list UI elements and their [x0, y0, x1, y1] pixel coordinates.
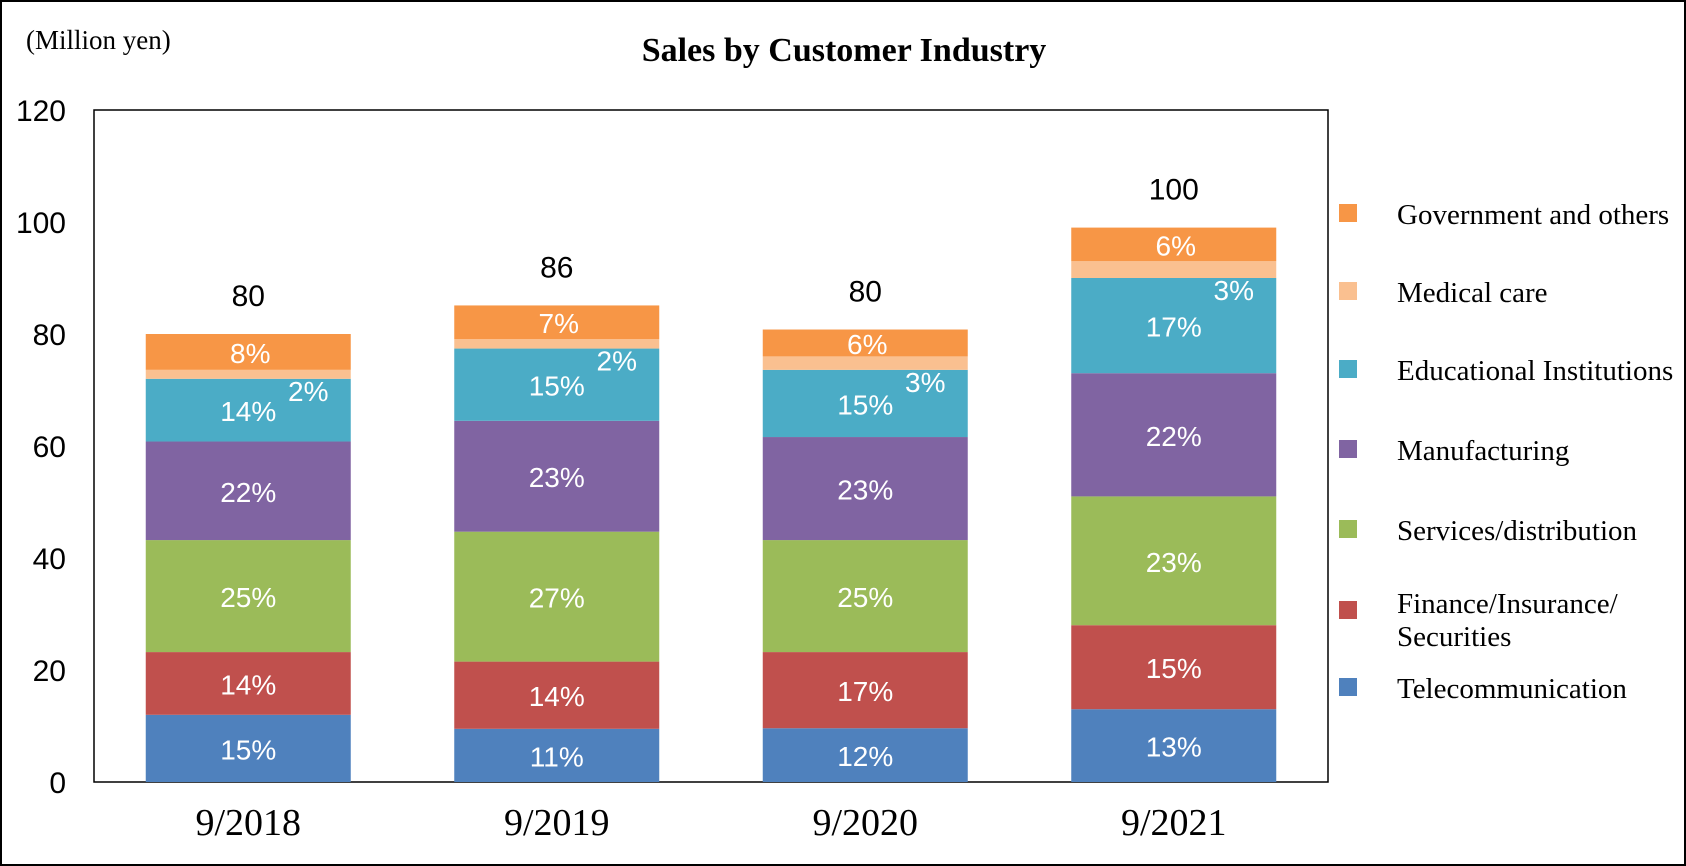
bar-total-label: 80 [849, 276, 882, 309]
segment-label: 23% [529, 462, 585, 493]
segment-label: 8% [230, 338, 270, 369]
x-category-label: 9/2019 [504, 802, 610, 844]
bar-segment [1071, 373, 1277, 497]
bar-segment [454, 339, 660, 349]
segment-label: 7% [539, 308, 579, 339]
legend-label: Manufacturing [1397, 435, 1569, 467]
bar-segment [762, 728, 968, 782]
bar-segment [1071, 278, 1277, 374]
legend-label: Government and others [1397, 199, 1669, 231]
legend-label: Medical care [1397, 277, 1548, 309]
y-tick-label: 0 [49, 767, 66, 800]
bar-segment [454, 348, 660, 421]
bar-segment [1071, 709, 1277, 782]
legend-swatch [1339, 520, 1357, 538]
bar-total-label: 80 [232, 280, 265, 313]
bar-segment [1071, 261, 1277, 278]
y-tick-label: 20 [33, 655, 66, 688]
segment-label: 11% [530, 741, 584, 772]
bar-segment [145, 540, 351, 653]
bar-total-label: 100 [1149, 174, 1199, 207]
segment-label: 14% [529, 681, 585, 712]
segment-label: 15% [529, 371, 585, 402]
bar-segment [454, 728, 660, 782]
y-tick-label: 60 [33, 431, 66, 464]
bar-segment [454, 420, 660, 532]
segment-label: 3% [1214, 275, 1254, 306]
unit-label: (Million yen) [26, 25, 171, 55]
bar-segment [145, 652, 351, 715]
x-category-label: 9/2021 [1121, 802, 1227, 844]
bar-segment [762, 329, 968, 357]
bar-segment [145, 441, 351, 541]
segment-label: 17% [1146, 312, 1202, 343]
bar-segment [1071, 227, 1277, 262]
bar-segment [454, 661, 660, 729]
legend-swatch [1339, 678, 1357, 696]
bar-segment [145, 714, 351, 782]
segment-label: 25% [837, 582, 893, 613]
bar-segment [762, 437, 968, 541]
chart-title: Sales by Customer Industry [642, 32, 1047, 69]
segment-label: 15% [837, 389, 893, 420]
bar-segment [762, 356, 968, 370]
legend-swatch [1339, 440, 1357, 458]
segment-label: 25% [220, 582, 276, 613]
segment-label: 15% [220, 734, 276, 765]
segment-label: 6% [847, 329, 887, 360]
legend-label: Services/distribution [1397, 515, 1638, 547]
legend-swatch [1339, 360, 1357, 378]
bar-segment [762, 540, 968, 653]
bar-segment [454, 531, 660, 662]
segment-label: 22% [220, 477, 276, 508]
bar-segment [145, 369, 351, 379]
bar-segment [145, 334, 351, 370]
segment-label: 23% [1146, 547, 1202, 578]
segment-label: 14% [220, 669, 276, 700]
segment-label: 14% [220, 396, 276, 427]
segment-label: 6% [1156, 230, 1196, 261]
segment-label: 2% [288, 376, 328, 407]
segment-label: 3% [905, 367, 945, 398]
bar-segment [145, 378, 351, 442]
legend-label: Telecommunication [1397, 673, 1627, 705]
segment-label: 2% [597, 346, 637, 377]
bar-segment [1071, 625, 1277, 710]
bar-segment [1071, 496, 1277, 626]
bar-segment [454, 305, 660, 340]
segment-label: 12% [837, 741, 893, 772]
bar-segment [762, 652, 968, 729]
segment-label: 13% [1146, 732, 1202, 763]
legend-label: Finance/Insurance/Securities [1397, 588, 1619, 653]
y-tick-label: 40 [33, 543, 66, 576]
legend-swatch [1339, 282, 1357, 300]
segment-label: 22% [1146, 421, 1202, 452]
x-category-label: 9/2020 [812, 802, 918, 844]
y-tick-label: 120 [16, 95, 66, 128]
bar-total-label: 86 [540, 251, 573, 284]
legend-swatch [1339, 601, 1357, 619]
legend-label: Educational Institutions [1397, 355, 1673, 387]
segment-label: 23% [837, 475, 893, 506]
x-category-label: 9/2018 [195, 802, 301, 844]
y-tick-label: 80 [33, 319, 66, 352]
segment-label: 17% [837, 676, 893, 707]
plot-area [93, 109, 1329, 783]
segment-label: 27% [529, 583, 585, 614]
legend-swatch [1339, 204, 1357, 222]
segment-label: 15% [1146, 653, 1202, 684]
bar-segment [762, 369, 968, 438]
y-tick-label: 100 [16, 207, 66, 240]
